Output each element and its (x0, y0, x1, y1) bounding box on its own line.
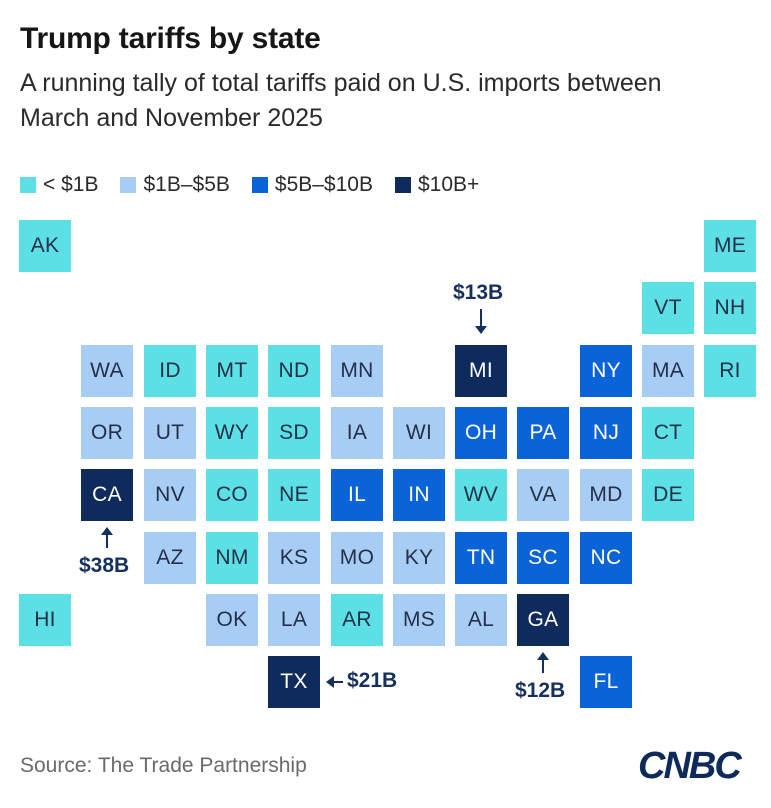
legend-item: < $1B (20, 173, 98, 197)
state-tile-ma: MA (642, 345, 694, 397)
state-tile-wi: WI (393, 407, 445, 459)
state-tile-sd: SD (268, 407, 320, 459)
state-tile-tx: TX (268, 656, 320, 708)
callout-tx: $21B (347, 669, 398, 692)
state-tile-me: ME (704, 220, 756, 272)
state-tile-ri: RI (704, 345, 756, 397)
cnbc-logo: CNBC (638, 745, 742, 787)
state-tile-nc: NC (580, 532, 632, 584)
source-note: Source: The Trade Partnership (20, 754, 307, 777)
legend: < $1B $1B–$5B $5B–$10B $10B+ (20, 172, 501, 198)
chart-subtitle: A running tally of total tariffs paid on… (20, 69, 662, 132)
callout-arrow-line (333, 681, 343, 683)
callout-arrow-head (475, 326, 487, 334)
state-tile-al: AL (455, 594, 507, 646)
legend-swatch (394, 177, 411, 193)
legend-label: $10B+ (417, 173, 480, 196)
callout-ga: $12B (515, 679, 566, 702)
state-tile-ok: OK (206, 594, 258, 646)
state-tile-il: IL (331, 469, 383, 521)
state-tile-fl: FL (580, 656, 632, 708)
state-tile-pa: PA (517, 407, 569, 459)
state-tile-ga: GA (517, 594, 569, 646)
state-tile-co: CO (206, 469, 258, 521)
state-tile-la: LA (268, 594, 320, 646)
state-tile-id: ID (144, 345, 196, 397)
callout-arrow-head (101, 527, 113, 535)
state-tile-ca: CA (81, 469, 133, 521)
state-tile-wa: WA (81, 345, 133, 397)
state-tile-ms: MS (393, 594, 445, 646)
legend-item: $1B–$5B (120, 173, 230, 197)
chart-title: Trump tariffs by state (20, 22, 321, 55)
legend-item: $10B+ (394, 173, 480, 197)
state-tile-ny: NY (580, 345, 632, 397)
state-tile-ct: CT (642, 407, 694, 459)
state-tile-nd: ND (268, 345, 320, 397)
state-tile-in: IN (393, 469, 445, 521)
state-tile-wy: WY (206, 407, 258, 459)
state-tile-mi: MI (455, 345, 507, 397)
state-tile-de: DE (642, 469, 694, 521)
state-tile-nm: NM (206, 532, 258, 584)
callout-arrow-line (106, 534, 108, 548)
state-tile-va: VA (517, 469, 569, 521)
callout-arrow-line (480, 309, 482, 327)
state-tile-mt: MT (206, 345, 258, 397)
state-tile-nj: NJ (580, 407, 632, 459)
legend-swatch (120, 177, 137, 193)
legend-item: $5B–$10B (251, 173, 373, 197)
state-tile-tn: TN (455, 532, 507, 584)
state-tile-sc: SC (517, 532, 569, 584)
callout-arrow-head (537, 652, 549, 660)
legend-label: < $1B (43, 173, 99, 196)
legend-swatch (251, 177, 268, 193)
state-tile-ks: KS (268, 532, 320, 584)
state-tile-ia: IA (331, 407, 383, 459)
callout-ca: $38B (79, 554, 130, 577)
state-tile-mn: MN (331, 345, 383, 397)
state-tile-wv: WV (455, 469, 507, 521)
state-tile-nh: NH (704, 282, 756, 334)
callout-arrow-head (326, 676, 334, 688)
callout-arrow-line (542, 659, 544, 673)
state-tile-mo: MO (331, 532, 383, 584)
state-tile-vt: VT (642, 282, 694, 334)
state-tile-oh: OH (455, 407, 507, 459)
state-tile-hi: HI (19, 594, 71, 646)
legend-label: $1B–$5B (143, 173, 230, 196)
state-tile-md: MD (580, 469, 632, 521)
legend-label: $5B–$10B (274, 173, 373, 196)
state-tile-ky: KY (393, 532, 445, 584)
state-tile-ne: NE (268, 469, 320, 521)
state-tile-az: AZ (144, 532, 196, 584)
state-tile-ut: UT (144, 407, 196, 459)
state-tile-nv: NV (144, 469, 196, 521)
state-tile-or: OR (81, 407, 133, 459)
callout-mi: $13B (453, 281, 504, 304)
state-tile-ak: AK (19, 220, 71, 272)
legend-swatch (20, 177, 36, 193)
state-tile-ar: AR (331, 594, 383, 646)
